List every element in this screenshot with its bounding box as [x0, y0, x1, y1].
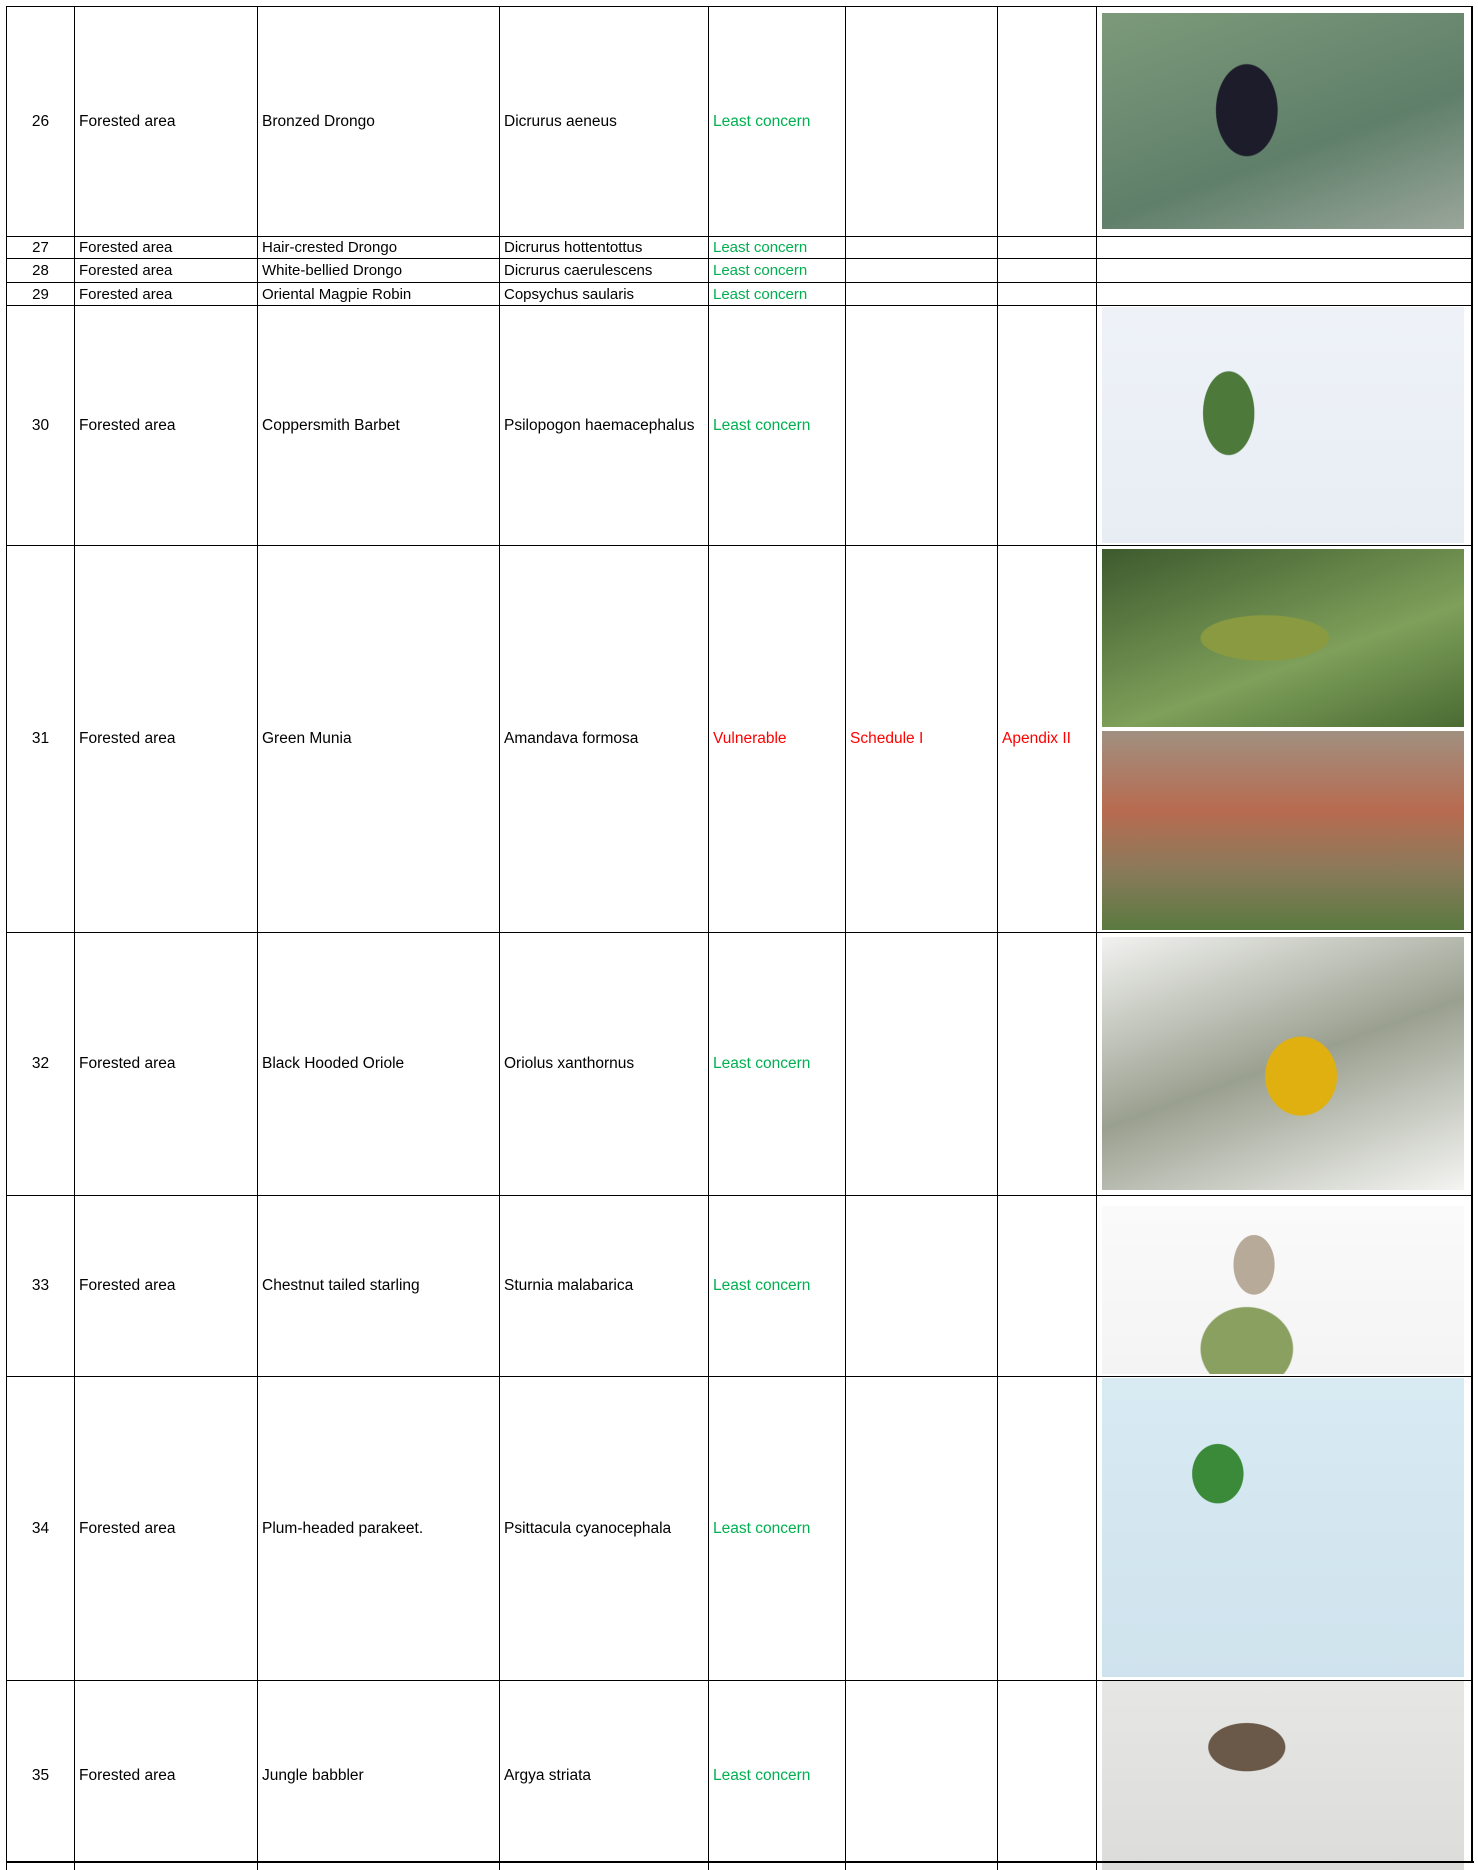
schedule	[845, 1195, 997, 1376]
common-name: Coppersmith Barbet	[257, 305, 499, 545]
schedule	[845, 236, 997, 258]
row-number: 27	[6, 236, 74, 258]
scientific-name: Argya striata	[499, 1680, 708, 1870]
area: Forested area	[74, 545, 257, 932]
bird-photo	[1102, 548, 1464, 727]
row-number: 32	[6, 932, 74, 1195]
common-name: Green Munia	[257, 545, 499, 932]
iucn-status: Least concern	[708, 1195, 845, 1376]
common-name: Chestnut tailed starling	[257, 1195, 499, 1376]
scientific-name: Amandava formosa	[499, 545, 708, 932]
schedule	[845, 1680, 997, 1870]
bird-photo	[1102, 1377, 1464, 1677]
row-number: 34	[6, 1376, 74, 1680]
bird-photo	[1102, 937, 1464, 1190]
common-name: Hair-crested Drongo	[257, 236, 499, 258]
area: Forested area	[74, 1680, 257, 1870]
appendix	[997, 1376, 1096, 1680]
scientific-name: Dicrurus caerulescens	[499, 258, 708, 282]
photo-cell	[1096, 1195, 1472, 1376]
area: Forested area	[74, 1195, 257, 1376]
scientific-name: Psittacula cyanocephala	[499, 1376, 708, 1680]
common-name: Plum-headed parakeet.	[257, 1376, 499, 1680]
common-name: White-bellied Drongo	[257, 258, 499, 282]
iucn-status: Least concern	[708, 1680, 845, 1870]
scientific-name: Psilopogon haemacephalus	[499, 305, 708, 545]
row-number: 28	[6, 258, 74, 282]
area: Forested area	[74, 305, 257, 545]
bird-photo	[1102, 730, 1464, 931]
iucn-status: Least concern	[708, 932, 845, 1195]
photo-cell	[1096, 6, 1472, 236]
iucn-status: Least concern	[708, 305, 845, 545]
row-number: 33	[6, 1195, 74, 1376]
common-name: Bronzed Drongo	[257, 6, 499, 236]
area: Forested area	[74, 282, 257, 305]
schedule: Schedule I	[845, 545, 997, 932]
iucn-status: Least concern	[708, 258, 845, 282]
photo-cell	[1096, 258, 1472, 282]
row-number: 26	[6, 6, 74, 236]
iucn-status: Least concern	[708, 282, 845, 305]
table-border	[1471, 6, 1473, 1863]
iucn-status: Least concern	[708, 236, 845, 258]
photo-cell	[1096, 1376, 1472, 1680]
appendix	[997, 282, 1096, 305]
appendix	[997, 1195, 1096, 1376]
common-name: Oriental Magpie Robin	[257, 282, 499, 305]
photo-cell	[1096, 236, 1472, 258]
bird-photo	[1102, 1205, 1464, 1375]
scientific-name: Dicrurus aeneus	[499, 6, 708, 236]
table-border	[6, 1861, 1474, 1863]
scientific-name: Sturnia malabarica	[499, 1195, 708, 1376]
common-name: Black Hooded Oriole	[257, 932, 499, 1195]
scientific-name: Copsychus saularis	[499, 282, 708, 305]
photo-cell	[1096, 282, 1472, 305]
schedule	[845, 932, 997, 1195]
photo-cell	[1096, 932, 1472, 1195]
area: Forested area	[74, 6, 257, 236]
scientific-name: Oriolus xanthornus	[499, 932, 708, 1195]
bird-photo	[1102, 1680, 1464, 1870]
photo-cell	[1096, 545, 1472, 932]
schedule	[845, 305, 997, 545]
appendix: Apendix II	[997, 545, 1096, 932]
row-number: 35	[6, 1680, 74, 1870]
appendix	[997, 236, 1096, 258]
schedule	[845, 258, 997, 282]
photo-cell	[1096, 1680, 1472, 1870]
row-number: 31	[6, 545, 74, 932]
iucn-status: Least concern	[708, 6, 845, 236]
appendix	[997, 932, 1096, 1195]
area: Forested area	[74, 236, 257, 258]
row-number: 29	[6, 282, 74, 305]
area: Forested area	[74, 932, 257, 1195]
photo-cell	[1096, 305, 1472, 545]
area: Forested area	[74, 258, 257, 282]
schedule	[845, 1376, 997, 1680]
iucn-status: Least concern	[708, 1376, 845, 1680]
common-name: Jungle babbler	[257, 1680, 499, 1870]
appendix	[997, 1680, 1096, 1870]
appendix	[997, 6, 1096, 236]
schedule	[845, 6, 997, 236]
schedule	[845, 282, 997, 305]
bird-photo	[1102, 307, 1464, 543]
row-number: 30	[6, 305, 74, 545]
area: Forested area	[74, 1376, 257, 1680]
appendix	[997, 305, 1096, 545]
scientific-name: Dicrurus hottentottus	[499, 236, 708, 258]
iucn-status: Vulnerable	[708, 545, 845, 932]
bird-photo	[1102, 12, 1464, 230]
appendix	[997, 258, 1096, 282]
